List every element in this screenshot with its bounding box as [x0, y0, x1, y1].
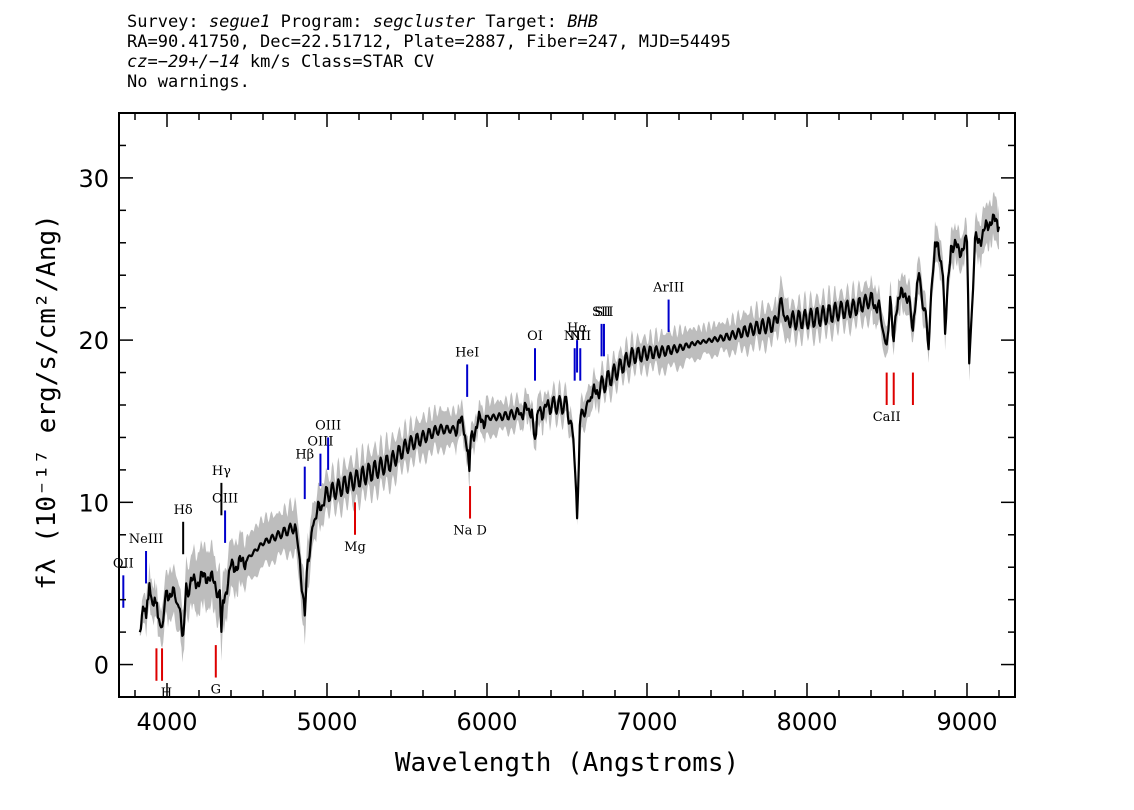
- line-label-7: OIII: [315, 418, 341, 433]
- x-tick-label: 8000: [776, 708, 837, 736]
- line-label-18: G: [211, 683, 221, 698]
- flux-line-layer: [138, 213, 1001, 637]
- survey-label: Survey:: [127, 12, 199, 32]
- x-tick-label: 9000: [936, 708, 997, 736]
- program-value: segcluster: [372, 12, 476, 32]
- y-tick-label: 20: [78, 327, 109, 355]
- header-line-warnings: No warnings.: [127, 72, 250, 92]
- x-axis-title: Wavelength (Angstroms): [395, 748, 739, 778]
- target-label: Target:: [485, 12, 557, 32]
- target-value: BHB: [567, 12, 598, 32]
- line-label-1: NeIII: [129, 532, 163, 547]
- line-label-9: OI: [527, 329, 543, 344]
- header-line-redshift: cz=−29+/−14 km/s Class=STAR CV: [127, 52, 731, 72]
- header-line-survey: Survey: segue1 Program: segcluster Targe…: [127, 12, 731, 32]
- class-text: km/s Class=STAR CV: [239, 52, 435, 72]
- flux-line: [138, 213, 1001, 637]
- line-label-8: HeI: [455, 345, 479, 360]
- x-tick-label: 5000: [296, 708, 357, 736]
- line-label-15: ArIII: [652, 281, 684, 296]
- y-tick-label: 0: [94, 652, 109, 680]
- program-label: Program:: [280, 12, 363, 32]
- cz-label: cz: [127, 52, 148, 72]
- error-band-layer: [139, 191, 1000, 663]
- line-label-10: NII: [564, 329, 586, 344]
- spectrum-header: Survey: segue1 Program: segcluster Targe…: [127, 12, 731, 92]
- line-label-14: SII: [594, 305, 613, 320]
- line-label-19: Mg: [344, 540, 366, 555]
- line-label-6: OIII: [307, 435, 333, 450]
- survey-value: segue1: [208, 12, 271, 32]
- cz-value: =−29+/−14: [147, 52, 240, 72]
- axes-layer: 4000 5000 6000 7000 8000 9000 0 10 20 30: [78, 112, 1016, 736]
- line-label-0: OII: [113, 556, 134, 571]
- line-label-3: Hγ: [212, 464, 231, 479]
- line-label-11: Hα: [567, 321, 587, 336]
- line-label-4: OIII: [212, 491, 238, 506]
- error-band: [139, 191, 1000, 663]
- x-tick-label: 6000: [456, 708, 517, 736]
- line-label-20: Na D: [453, 524, 487, 539]
- line-label-12: NII: [569, 329, 591, 344]
- line-label-13: SII: [592, 305, 611, 320]
- line-label-5: Hβ: [295, 448, 314, 463]
- x-tick-label: 7000: [616, 708, 677, 736]
- x-tick-label: 4000: [136, 708, 197, 736]
- line-label-2: Hδ: [174, 503, 193, 518]
- header-line-coordinates: RA=90.41750, Dec=22.51712, Plate=2887, F…: [127, 32, 731, 52]
- y-tick-label: 30: [78, 165, 109, 193]
- y-tick-label: 10: [78, 489, 109, 517]
- y-axis-title: fλ (10⁻¹⁷ erg/s/cm²/Ang): [32, 214, 62, 590]
- line-label-21: CaII: [873, 410, 901, 425]
